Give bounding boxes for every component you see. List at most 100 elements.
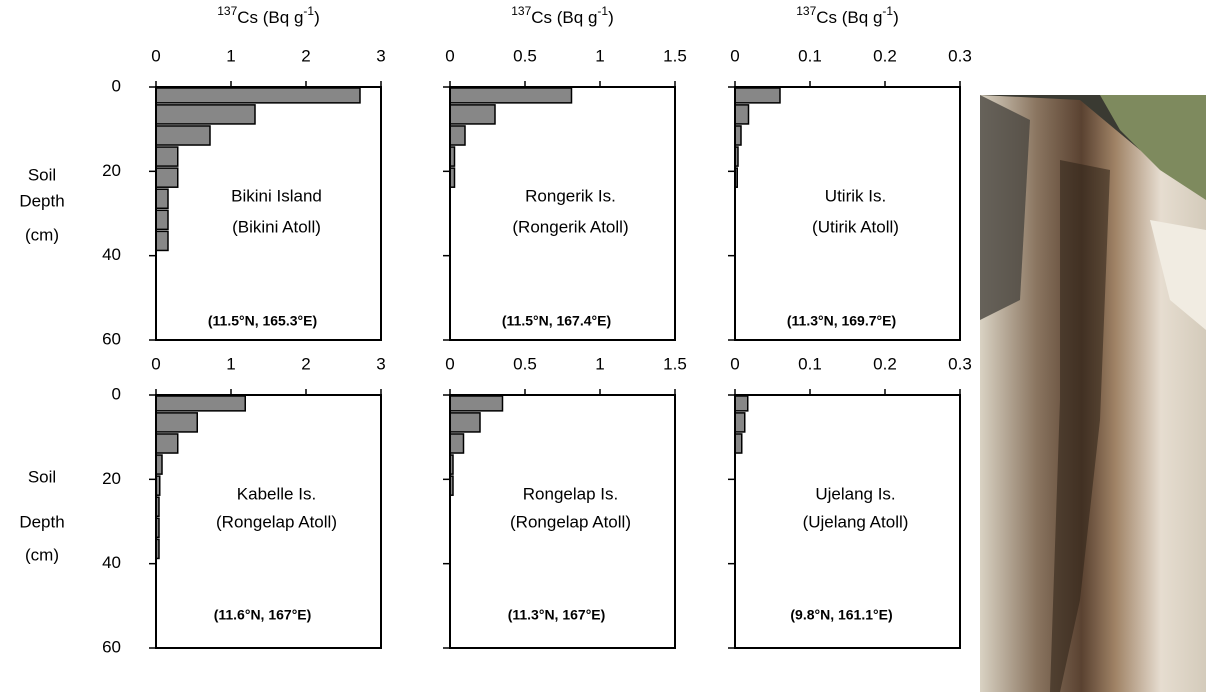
x-axis-label-part: ) <box>893 8 899 27</box>
plot-frame <box>449 394 676 649</box>
x-tick-label: 0.2 <box>873 46 897 65</box>
chart-title: (Rongerik Atoll) <box>512 217 628 236</box>
bar <box>449 104 496 125</box>
x-tick-label: 0 <box>151 46 160 65</box>
bar <box>155 104 256 125</box>
x-axis-label-part: Cs (Bq g <box>816 8 882 27</box>
bar <box>155 209 169 231</box>
bar <box>155 167 179 188</box>
x-axis-label: 137Cs (Bq g-1) <box>511 4 614 27</box>
bar <box>449 433 465 454</box>
plot-frame <box>734 394 961 649</box>
y-tick-label: 20 <box>102 469 121 488</box>
chart-subtitle: (9.8°N, 161.1°E) <box>790 607 892 623</box>
bar <box>449 412 481 433</box>
bar <box>449 87 573 104</box>
chart-title: Kabelle Is. <box>237 484 316 503</box>
chart-subtitle: (11.3°N, 169.7°E) <box>787 313 896 329</box>
bar <box>734 433 743 454</box>
bar <box>155 433 179 454</box>
x-axis-label-part: -1 <box>882 4 893 18</box>
y-axis-label: Depth <box>19 191 64 210</box>
chart-subtitle: (11.6°N, 167°E) <box>214 607 312 623</box>
x-tick-label: 1.5 <box>663 354 687 373</box>
y-tick-label: 20 <box>102 161 121 180</box>
x-axis-label: 137Cs (Bq g-1) <box>217 4 320 27</box>
plot-frame <box>155 394 382 649</box>
chart-title: (Utirik Atoll) <box>812 217 899 236</box>
plot-frame <box>155 86 382 341</box>
x-tick-label: 0 <box>730 354 739 373</box>
y-axis-label: Soil <box>28 165 56 184</box>
chart-title: Bikini Island <box>231 186 322 205</box>
y-tick-label: 60 <box>102 329 121 348</box>
bar <box>155 230 169 252</box>
x-tick-label: 0.5 <box>513 46 537 65</box>
bar <box>734 104 750 125</box>
bar <box>155 412 198 433</box>
x-tick-label: 0 <box>445 46 454 65</box>
x-tick-label: 1 <box>226 46 235 65</box>
chart-title: Rongelap Is. <box>523 484 618 503</box>
y-axis-label: (cm) <box>25 225 59 244</box>
x-axis-label: 137Cs (Bq g-1) <box>796 4 899 27</box>
chart-subtitle: (11.5°N, 165.3°E) <box>208 313 317 329</box>
y-axis-label: Soil <box>28 467 56 486</box>
bar <box>155 395 246 412</box>
x-axis-label-part: ) <box>314 8 320 27</box>
x-tick-label: 1 <box>595 354 604 373</box>
bar <box>734 412 746 433</box>
x-tick-label: 3 <box>376 46 385 65</box>
plot-frame <box>449 86 676 341</box>
bar <box>155 87 361 104</box>
plot-frame <box>734 86 961 341</box>
bar <box>449 125 466 146</box>
y-axis-label: (cm) <box>25 545 59 564</box>
x-tick-label: 0 <box>151 354 160 373</box>
chart-title: (Bikini Atoll) <box>232 217 321 236</box>
x-axis-label-part: 137 <box>217 4 237 18</box>
x-tick-label: 1 <box>226 354 235 373</box>
x-tick-label: 1.5 <box>663 46 687 65</box>
x-tick-label: 0.2 <box>873 354 897 373</box>
x-tick-label: 2 <box>301 46 310 65</box>
x-tick-label: 3 <box>376 354 385 373</box>
x-axis-label-part: -1 <box>303 4 314 18</box>
x-tick-label: 0.3 <box>948 354 972 373</box>
x-axis-label-part: Cs (Bq g <box>237 8 303 27</box>
bar <box>155 125 211 146</box>
bar <box>449 395 504 412</box>
x-tick-label: 0.3 <box>948 46 972 65</box>
x-axis-label-part: -1 <box>597 4 608 18</box>
x-axis-label-part: 137 <box>511 4 531 18</box>
bar <box>155 146 179 167</box>
chart-title: (Ujelang Atoll) <box>803 512 909 531</box>
x-tick-label: 0.1 <box>798 46 822 65</box>
soil-photo <box>980 95 1206 692</box>
chart-title: (Rongelap Atoll) <box>510 512 631 531</box>
chart-title: Rongerik Is. <box>525 186 616 205</box>
x-axis-label-part: 137 <box>796 4 816 18</box>
x-tick-label: 1 <box>595 46 604 65</box>
y-tick-label: 0 <box>112 76 121 95</box>
bar <box>734 395 749 412</box>
y-tick-label: 0 <box>112 384 121 403</box>
chart-title: Utirik Is. <box>825 186 886 205</box>
y-axis-label: Depth <box>19 512 64 531</box>
chart-title: (Rongelap Atoll) <box>216 512 337 531</box>
bar <box>734 87 781 104</box>
x-tick-label: 0 <box>730 46 739 65</box>
chart-title: Ujelang Is. <box>815 484 895 503</box>
bar <box>155 188 169 210</box>
x-tick-label: 2 <box>301 354 310 373</box>
y-tick-label: 40 <box>102 245 121 264</box>
y-tick-label: 40 <box>102 553 121 572</box>
x-axis-label-part: Cs (Bq g <box>531 8 597 27</box>
x-axis-label-part: ) <box>608 8 614 27</box>
x-tick-label: 0.5 <box>513 354 537 373</box>
x-tick-label: 0.1 <box>798 354 822 373</box>
chart-subtitle: (11.5°N, 167.4°E) <box>502 313 611 329</box>
y-tick-label: 60 <box>102 637 121 656</box>
